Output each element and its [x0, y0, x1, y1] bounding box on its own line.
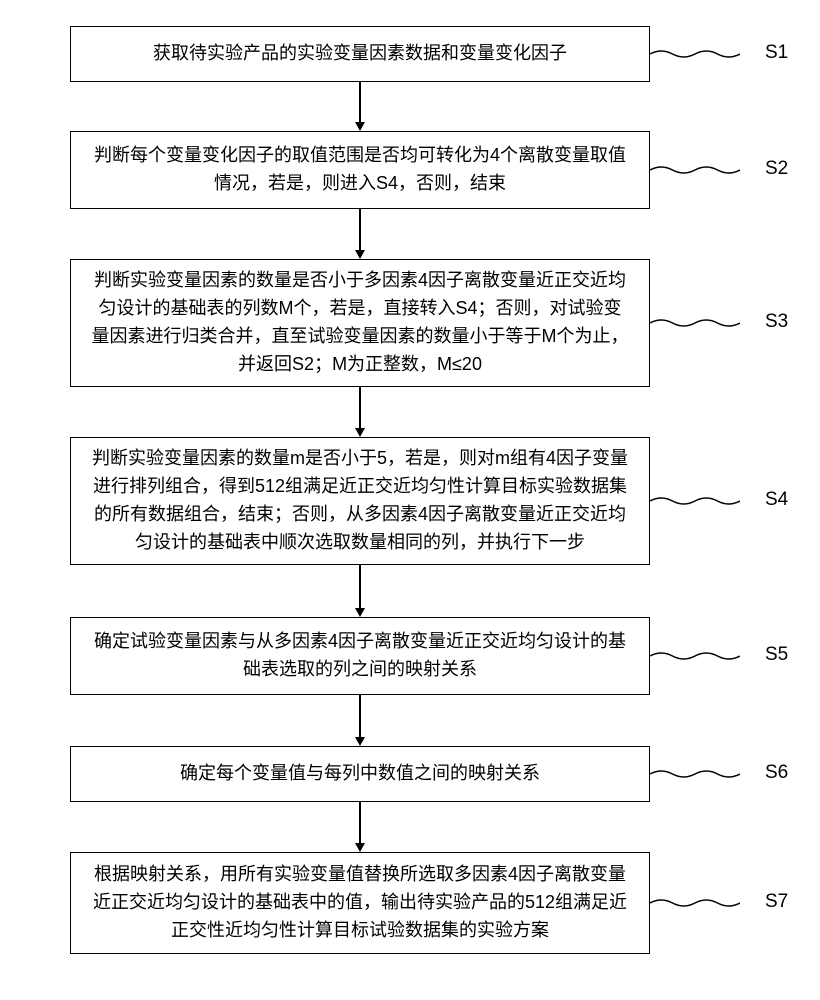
connector-squiggle — [650, 158, 740, 182]
step-label-s4: S4 — [765, 489, 788, 511]
arrow-line — [359, 387, 361, 429]
arrow-line — [359, 695, 361, 738]
step-text: 获取待实验产品的实验变量因素数据和变量变化因子 — [153, 40, 567, 68]
step-label-s2: S2 — [765, 158, 788, 180]
step-text: 判断每个变量变化因子的取值范围是否均可转化为4个离散变量取值情况，若是，则进入S… — [91, 142, 629, 198]
connector-squiggle — [650, 891, 740, 915]
arrow-line — [359, 565, 361, 609]
arrow-head-icon — [355, 608, 365, 617]
arrow-head-icon — [355, 428, 365, 437]
step-box-s2: 判断每个变量变化因子的取值范围是否均可转化为4个离散变量取值情况，若是，则进入S… — [70, 131, 650, 209]
connector-squiggle — [650, 644, 740, 668]
connector-squiggle — [650, 489, 740, 513]
step-box-s7: 根据映射关系，用所有实验变量值替换所选取多因素4因子离散变量近正交近均匀设计的基… — [70, 852, 650, 954]
step-label-s6: S6 — [765, 762, 788, 784]
step-text: 判断实验变量因素的数量是否小于多因素4因子离散变量近正交近均匀设计的基础表的列数… — [91, 267, 629, 379]
arrow-head-icon — [355, 122, 365, 131]
step-label-s7: S7 — [765, 891, 788, 913]
connector-squiggle — [650, 762, 740, 786]
step-label-s3: S3 — [765, 311, 788, 333]
step-box-s5: 确定试验变量因素与从多因素4因子离散变量近正交近均匀设计的基础表选取的列之间的映… — [70, 617, 650, 695]
step-box-s3: 判断实验变量因素的数量是否小于多因素4因子离散变量近正交近均匀设计的基础表的列数… — [70, 259, 650, 387]
step-box-s6: 确定每个变量值与每列中数值之间的映射关系 — [70, 746, 650, 802]
arrow-line — [359, 82, 361, 123]
arrow-head-icon — [355, 250, 365, 259]
step-text: 确定每个变量值与每列中数值之间的映射关系 — [180, 760, 540, 788]
step-box-s4: 判断实验变量因素的数量m是否小于5，若是，则对m组有4因子变量进行排列组合，得到… — [70, 437, 650, 565]
step-box-s1: 获取待实验产品的实验变量因素数据和变量变化因子 — [70, 26, 650, 82]
arrow-head-icon — [355, 737, 365, 746]
step-text: 根据映射关系，用所有实验变量值替换所选取多因素4因子离散变量近正交近均匀设计的基… — [91, 861, 629, 945]
step-label-s1: S1 — [765, 42, 788, 64]
step-text: 确定试验变量因素与从多因素4因子离散变量近正交近均匀设计的基础表选取的列之间的映… — [91, 628, 629, 684]
arrow-line — [359, 209, 361, 251]
connector-squiggle — [650, 311, 740, 335]
arrow-head-icon — [355, 843, 365, 852]
step-label-s5: S5 — [765, 644, 788, 666]
connector-squiggle — [650, 42, 740, 66]
flowchart-container: 获取待实验产品的实验变量因素数据和变量变化因子 S1 判断每个变量变化因子的取值范围… — [0, 0, 820, 1000]
step-text: 判断实验变量因素的数量m是否小于5，若是，则对m组有4因子变量进行排列组合，得到… — [91, 445, 629, 557]
arrow-line — [359, 802, 361, 844]
